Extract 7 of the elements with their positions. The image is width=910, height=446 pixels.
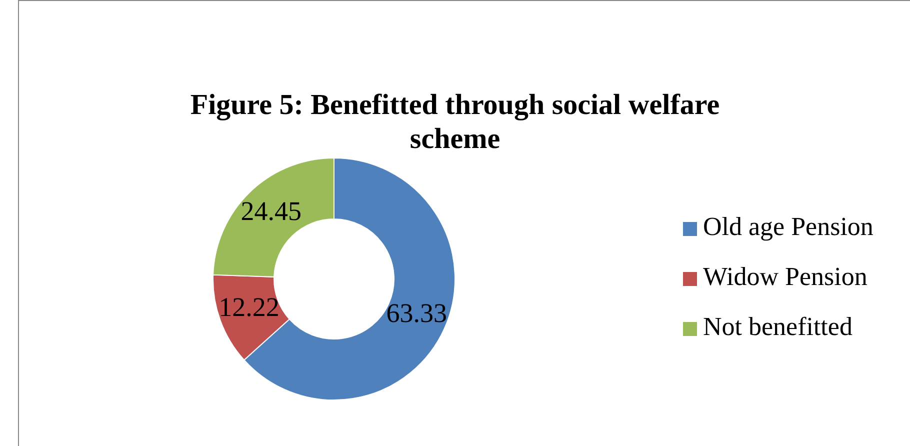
legend-label: Widow Pension xyxy=(703,262,868,291)
data-label: 63.33 xyxy=(386,298,448,328)
data-label: 24.45 xyxy=(240,196,302,226)
chart-title: Figure 5: Benefitted through social welfare scheme xyxy=(190,89,720,155)
legend-label: Old age Pension xyxy=(703,212,874,241)
data-label: 12.22 xyxy=(218,292,280,322)
legend-label: Not benefitted xyxy=(703,312,852,341)
